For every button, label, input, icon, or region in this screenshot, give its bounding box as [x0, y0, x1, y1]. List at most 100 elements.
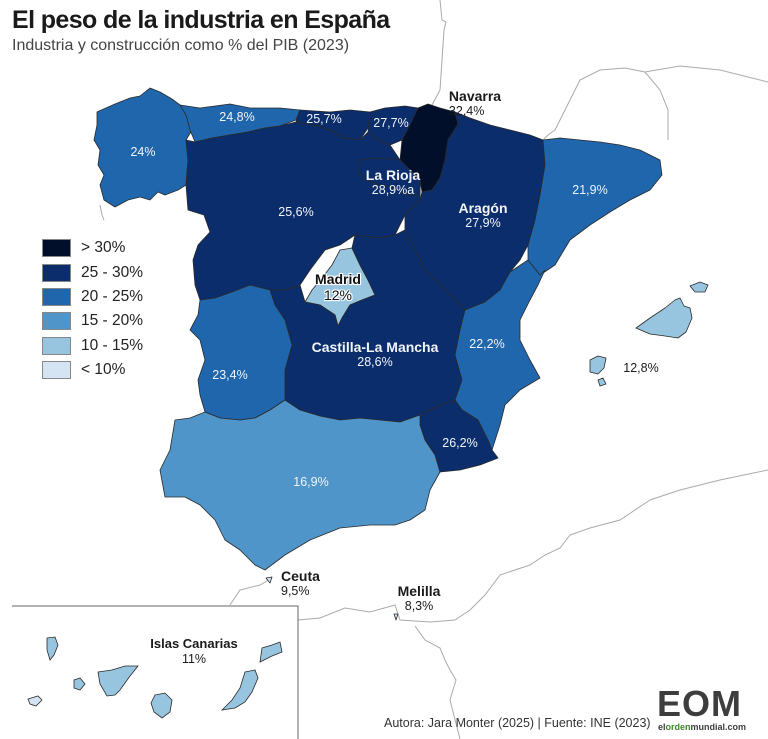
legend-label: 15 - 20% — [81, 312, 144, 330]
label-castilla-leon: 25,6% — [278, 205, 313, 219]
region-la-rioja[interactable] — [357, 157, 421, 196]
value-la-rioja: 28,9%a — [371, 183, 415, 198]
label-navarra: Navarra 32,4% — [449, 88, 501, 118]
legend-item-10-15: 10 - 15% — [42, 334, 143, 358]
region-melilla[interactable] — [393, 613, 399, 621]
france-south-coast — [644, 65, 768, 83]
label-ceuta: Ceuta 9,5% — [281, 568, 320, 598]
value-cantabria: 25,7% — [306, 112, 342, 126]
legend-label: > 30% — [81, 239, 126, 257]
name-madrid: Madrid — [315, 271, 361, 287]
island-fuerteventura — [220, 669, 259, 711]
legend-item-20-25: 20 - 25% — [42, 285, 143, 309]
label-melilla: Melilla 8,3% — [398, 583, 441, 613]
logo-url-mid: orden — [665, 722, 691, 732]
name-canarias: Islas Canarias — [150, 636, 238, 651]
name-la-rioja: La Rioja — [365, 167, 421, 183]
morocco-algeria-border — [414, 625, 461, 739]
value-cataluna: 21,9% — [572, 183, 608, 197]
region-andalucia[interactable] — [159, 399, 441, 571]
canarias-islands[interactable] — [27, 636, 283, 719]
logo-url: elordenmundial.com — [658, 722, 746, 732]
name-castilla-la-mancha: Castilla-La Mancha — [311, 339, 439, 355]
region-baleares-ibiza[interactable] — [589, 355, 607, 375]
region-baleares-formentera[interactable] — [597, 377, 607, 387]
label-valencia: 22,2% — [469, 337, 504, 351]
legend-swatch — [42, 312, 71, 331]
value-castilla-la-mancha: 28,6% — [357, 355, 393, 370]
portugal-north-border — [99, 204, 105, 221]
map-subtitle: Industria y construcción como % del PIB … — [12, 37, 350, 54]
legend-item-25-30: 25 - 30% — [42, 260, 143, 284]
value-navarra: 32,4% — [448, 104, 485, 119]
value-madrid: 12% — [323, 287, 353, 304]
value-andalucia: 16,9% — [293, 475, 329, 489]
region-cataluna[interactable] — [527, 137, 663, 276]
value-baleares: 12,8% — [623, 361, 659, 375]
legend-label: < 10% — [81, 361, 126, 379]
value-asturias: 24,8% — [219, 110, 255, 124]
france-atlantic-coast — [417, 0, 447, 109]
name-melilla: Melilla — [397, 583, 441, 599]
name-ceuta: Ceuta — [281, 568, 320, 584]
label-extremadura: 23,4% — [212, 368, 247, 382]
inset-frame — [12, 605, 299, 739]
region-galicia[interactable] — [93, 87, 193, 208]
region-baleares-menorca[interactable] — [689, 281, 709, 293]
label-baleares: 12,8% — [623, 361, 658, 375]
value-extremadura: 23,4% — [212, 368, 248, 382]
value-aragon: 27,9% — [465, 216, 501, 231]
label-madrid: Madrid 12% — [315, 271, 361, 303]
value-galicia: 24% — [130, 145, 156, 159]
legend-swatch — [42, 336, 71, 355]
label-la-rioja: La Rioja 28,9%a — [366, 167, 420, 197]
legend-swatch — [42, 361, 71, 380]
label-pais-vasco: 27,7% — [373, 116, 408, 130]
canarias-inset — [12, 605, 299, 739]
label-andalucia: 16,9% — [293, 475, 328, 489]
island-la-palma — [46, 636, 59, 661]
logo-text: EOM — [657, 683, 743, 724]
name-aragon: Aragón — [458, 200, 508, 216]
island-el-hierro — [27, 695, 43, 707]
value-valencia: 22,2% — [469, 337, 505, 351]
legend-label: 10 - 15% — [81, 336, 144, 354]
island-gran-canaria — [150, 692, 173, 719]
legend-swatch — [42, 263, 71, 282]
legend-item-gt30: > 30% — [42, 236, 143, 260]
france-mediterranean-coast — [542, 67, 669, 141]
label-canarias: Islas Canarias 11% — [150, 636, 238, 666]
legend-swatch — [42, 287, 71, 306]
legend-item-15-20: 15 - 20% — [42, 309, 143, 333]
map-title: El peso de la industria en España — [12, 6, 390, 34]
legend-label: 20 - 25% — [81, 287, 144, 305]
island-lanzarote — [259, 641, 283, 663]
morocco-coast-west — [229, 577, 273, 606]
north-africa-coast — [297, 469, 768, 623]
legend: > 30% 25 - 30% 20 - 25% 15 - 20% 10 - 15… — [42, 236, 143, 382]
legend-label: 25 - 30% — [81, 263, 144, 281]
value-castilla-leon: 25,6% — [278, 205, 314, 219]
island-la-gomera — [73, 677, 86, 691]
credits: Autora: Jara Monter (2025) | Fuente: INE… — [384, 716, 651, 730]
label-murcia: 26,2% — [442, 436, 477, 450]
value-pais-vasco: 27,7% — [373, 116, 409, 130]
regions — [93, 87, 709, 621]
region-ceuta[interactable] — [265, 576, 273, 584]
logo-url-prefix: el — [658, 722, 666, 732]
value-melilla: 8,3% — [404, 599, 434, 614]
eom-logo[interactable]: EOM elordenmundial.com — [657, 686, 761, 734]
label-aragon: Aragón 27,9% — [459, 200, 508, 230]
value-murcia: 26,2% — [442, 436, 478, 450]
legend-swatch — [42, 239, 71, 258]
region-baleares-mallorca[interactable] — [635, 297, 693, 339]
neighbor-borders — [99, 0, 768, 739]
label-castilla-la-mancha: Castilla-La Mancha 28,6% — [312, 339, 439, 369]
name-navarra: Navarra — [448, 88, 502, 104]
logo-url-suffix: mundial.com — [690, 722, 747, 732]
label-asturias: 24,8% — [219, 110, 254, 124]
label-galicia: 24% — [130, 145, 155, 159]
label-cantabria: 25,7% — [306, 112, 341, 126]
value-canarias: 11% — [181, 651, 207, 666]
